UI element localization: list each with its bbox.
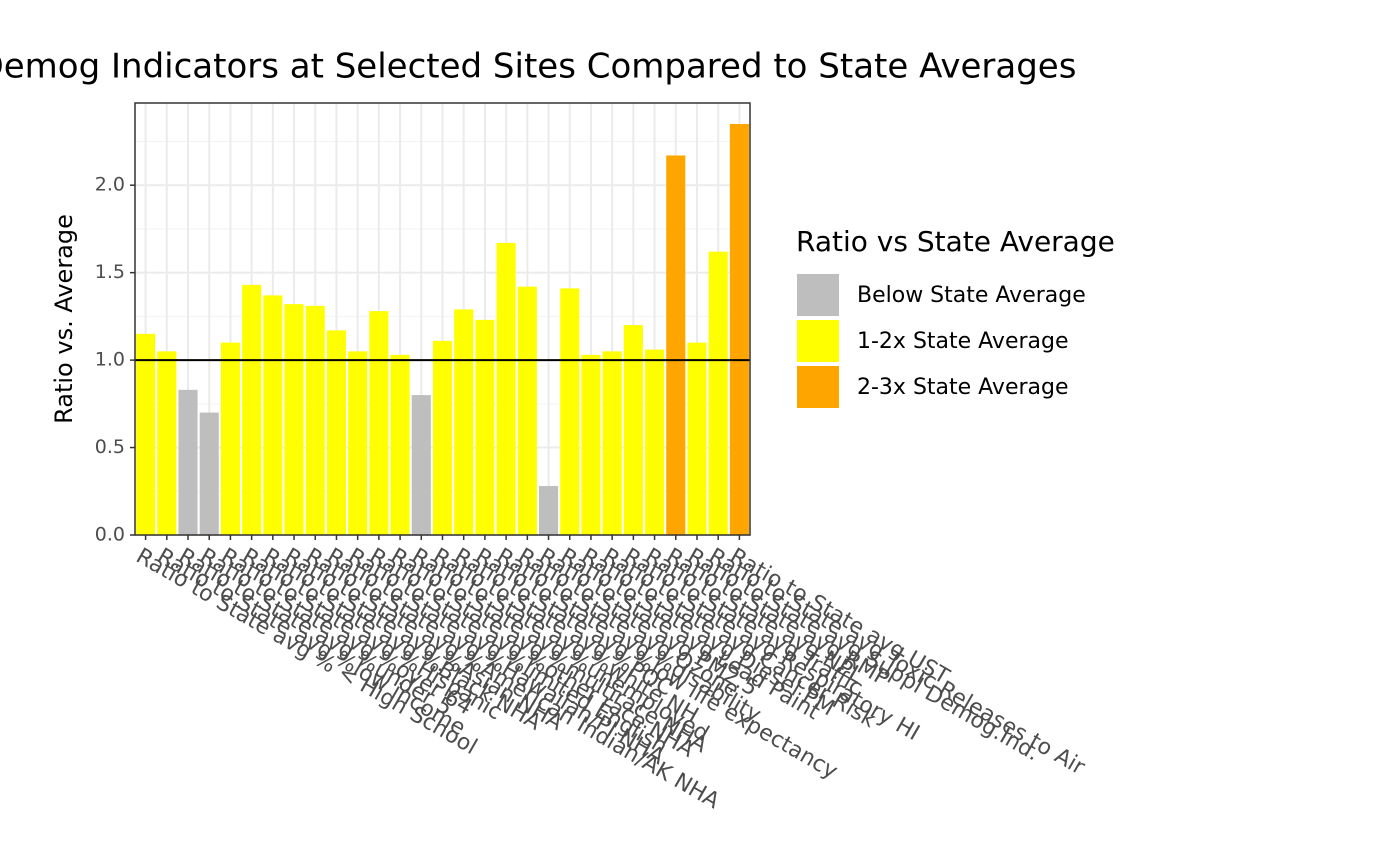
- bar: [369, 311, 389, 535]
- legend-label: 1-2x State Average: [857, 329, 1069, 354]
- bar: [411, 395, 431, 535]
- bar: [602, 351, 622, 535]
- bar: [645, 349, 665, 535]
- bar: [136, 333, 156, 535]
- bar: [220, 342, 240, 535]
- legend-key: [797, 366, 839, 408]
- bar: [242, 284, 262, 535]
- y-tick-label: 0.5: [95, 436, 125, 458]
- bar: [517, 286, 537, 535]
- bar: [496, 242, 516, 536]
- bar: [305, 305, 325, 535]
- chart-title: Demog Indicators at Selected Sites Compa…: [0, 47, 1076, 87]
- bar: [454, 309, 474, 535]
- legend-label: 2-3x State Average: [857, 375, 1069, 400]
- y-tick-label: 1.0: [95, 349, 125, 371]
- bar: [284, 304, 304, 535]
- bar: [199, 412, 219, 535]
- bar: [708, 251, 728, 535]
- bar: [263, 295, 283, 535]
- bar: [538, 486, 559, 535]
- y-tick-label: 0.0: [95, 524, 125, 546]
- plot-border: [134, 102, 751, 536]
- bar: [729, 123, 749, 535]
- legend-label: Below State Average: [857, 283, 1086, 308]
- bar: [326, 330, 347, 535]
- legend-key: [797, 274, 839, 316]
- bar: [157, 351, 177, 535]
- bar: [560, 288, 580, 535]
- y-axis-label: Ratio vs. Average: [50, 214, 78, 424]
- bar: [623, 325, 643, 535]
- legend-title: Ratio vs State Average: [796, 225, 1115, 258]
- y-tick-label: 2.0: [95, 174, 125, 196]
- y-tick-label: 1.5: [95, 261, 125, 283]
- bar: [581, 354, 601, 535]
- bar: [475, 319, 495, 535]
- bar: [348, 351, 368, 535]
- bar: [178, 389, 198, 535]
- bar: [390, 354, 410, 535]
- bar: [432, 340, 453, 535]
- bar: [687, 342, 707, 535]
- legend-key: [797, 320, 839, 362]
- bar: [666, 155, 686, 535]
